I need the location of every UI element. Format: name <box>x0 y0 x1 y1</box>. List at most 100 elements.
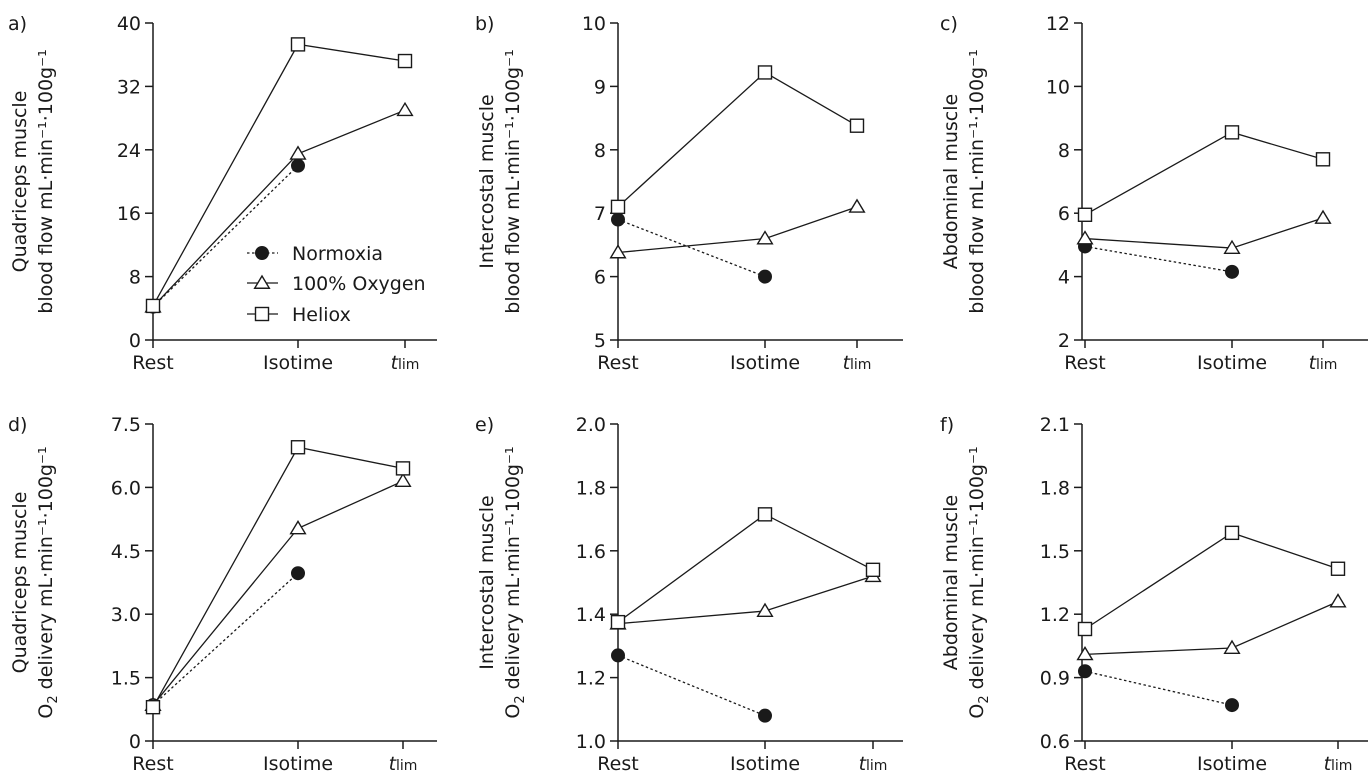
y-tick-label: 4.5 <box>111 541 141 563</box>
y-axis-label-line1: Intercostal muscle <box>476 495 498 669</box>
y-tick-label: 10 <box>582 13 606 35</box>
series-line-oxygen <box>617 206 858 254</box>
y-tick-label: 8 <box>1058 140 1070 162</box>
legend: Normoxia 100% Oxygen Heliox <box>247 243 426 326</box>
panel-f: 0.6 0.9 1.2 1.5 1.8 2.1 Rest Isotime tlim f) Abdom… <box>940 414 1368 775</box>
series-line-oxygen <box>617 575 874 625</box>
data-point-oxygen <box>609 244 627 259</box>
y-axis-label-line1: Quadriceps muscle <box>9 91 31 273</box>
y-tick-label: 1.8 <box>576 477 606 499</box>
data-point-normoxia <box>758 269 772 284</box>
y-tick-label: 32 <box>117 76 141 98</box>
y-axis-label-line2: blood flow mL·min⁻¹·100g⁻¹ <box>966 49 988 313</box>
x-tick-label: tlim <box>391 352 420 374</box>
x-tick-label: Isotime <box>730 753 800 775</box>
y-axis-label: Intercostal muscle blood flow mL·min⁻¹·10… <box>476 49 524 313</box>
y-tick-label: 1.8 <box>1040 477 1070 499</box>
series-line-normoxia <box>1084 670 1233 706</box>
data-point-oxygen <box>1223 239 1241 255</box>
x-tick-label: Rest <box>1064 352 1105 374</box>
x-tick-label: Isotime <box>1197 352 1267 374</box>
y-tick-label: 6 <box>594 267 606 289</box>
legend-label-oxygen: 100% Oxygen <box>292 273 426 295</box>
data-point-heliox <box>1315 152 1331 167</box>
data-point-oxygen <box>289 520 307 535</box>
legend-marker-heliox <box>254 306 270 322</box>
y-tick-label: 2.1 <box>1040 414 1070 436</box>
data-point-heliox <box>865 562 881 578</box>
y-tick-label: 0.6 <box>1040 731 1070 753</box>
y-tick-label: 0 <box>129 330 141 352</box>
data-point-heliox <box>397 53 413 69</box>
y-tick-label: 8 <box>594 140 606 162</box>
panel-label: b) <box>475 13 494 35</box>
data-point-oxygen <box>756 602 774 617</box>
y-axis-label: Quadriceps muscle blood flow mL·min⁻¹·100… <box>9 49 57 313</box>
x-tick-label: tlim <box>843 352 872 374</box>
series-line-heliox <box>1084 532 1339 630</box>
data-point-oxygen <box>1076 645 1094 661</box>
panel-c: 2 4 6 8 10 12 Rest Isotime tlim c) Abdominal muscl… <box>940 13 1368 374</box>
data-point-oxygen <box>848 198 866 213</box>
y-tick-label: 5 <box>594 330 606 352</box>
y-tick-label: 16 <box>117 203 141 225</box>
y-tick-label: 0.9 <box>1040 668 1070 690</box>
y-axis-label-line2: blood flow mL·min⁻¹·100g⁻¹ <box>35 49 57 313</box>
data-point-heliox <box>1224 125 1240 140</box>
x-tick-label: Isotime <box>263 753 333 775</box>
x-tick-label: Rest <box>1064 753 1105 775</box>
panel-label: d) <box>8 414 27 436</box>
series-line-normoxia <box>1084 245 1233 273</box>
legend-label-heliox: Heliox <box>292 304 351 326</box>
data-point-heliox <box>145 699 161 715</box>
data-point-normoxia <box>1225 264 1239 279</box>
data-point-oxygen <box>1076 230 1094 245</box>
series-line-heliox <box>617 71 858 208</box>
y-tick-label: 6.0 <box>111 477 141 499</box>
panel-label: e) <box>475 414 494 436</box>
panel-label: f) <box>940 414 954 436</box>
y-axis-label-line1: Abdominal muscle <box>940 94 962 269</box>
data-point-heliox <box>290 440 306 455</box>
y-axis-label-line2: O2 delivery mL·min⁻¹·100g⁻¹ <box>502 446 528 718</box>
y-tick-label: 1.4 <box>576 604 606 626</box>
data-point-normoxia <box>1078 664 1092 679</box>
series-line-normoxia <box>152 165 299 308</box>
data-point-heliox <box>1330 561 1346 576</box>
y-tick-label: 2.0 <box>576 414 606 436</box>
data-point-heliox <box>1077 207 1093 222</box>
x-tick-label: tlim <box>859 753 888 775</box>
y-axis-label-line2: O2 delivery mL·min⁻¹·100g⁻¹ <box>966 446 992 718</box>
data-point-normoxia <box>1225 698 1239 713</box>
x-tick-label: Rest <box>132 753 173 775</box>
x-tick-label: Isotime <box>730 352 800 374</box>
data-point-heliox <box>395 461 411 476</box>
data-point-oxygen <box>1329 593 1347 608</box>
legend-marker-oxygen <box>253 274 271 289</box>
data-point-normoxia <box>611 212 625 227</box>
y-axis-label-line1: Intercostal muscle <box>476 94 498 268</box>
y-tick-label: 1.0 <box>576 731 606 753</box>
x-tick-label: tlim <box>1309 352 1338 374</box>
y-tick-label: 3.0 <box>111 604 141 626</box>
data-point-heliox <box>757 65 773 80</box>
data-point-heliox <box>1077 621 1093 637</box>
series-line-oxygen <box>1084 600 1339 656</box>
y-axis-label-line2: blood flow mL·min⁻¹·100g⁻¹ <box>502 49 524 313</box>
panel-e: 1.0 1.2 1.4 1.6 1.8 2.0 Rest Isotime tlim e) Inter… <box>475 414 903 775</box>
y-tick-label: 6 <box>1058 203 1070 225</box>
y-tick-label: 4 <box>1058 267 1070 289</box>
y-tick-label: 7 <box>594 203 606 225</box>
data-point-heliox <box>1224 525 1240 541</box>
y-tick-label: 12 <box>1046 13 1070 35</box>
data-point-oxygen <box>396 101 414 117</box>
data-point-heliox <box>610 614 626 630</box>
y-tick-label: 1.2 <box>1040 604 1070 626</box>
series-line-normoxia <box>617 218 766 278</box>
series-line-oxygen <box>1084 217 1324 249</box>
legend-marker-normoxia <box>255 246 269 260</box>
data-point-normoxia <box>758 708 772 723</box>
